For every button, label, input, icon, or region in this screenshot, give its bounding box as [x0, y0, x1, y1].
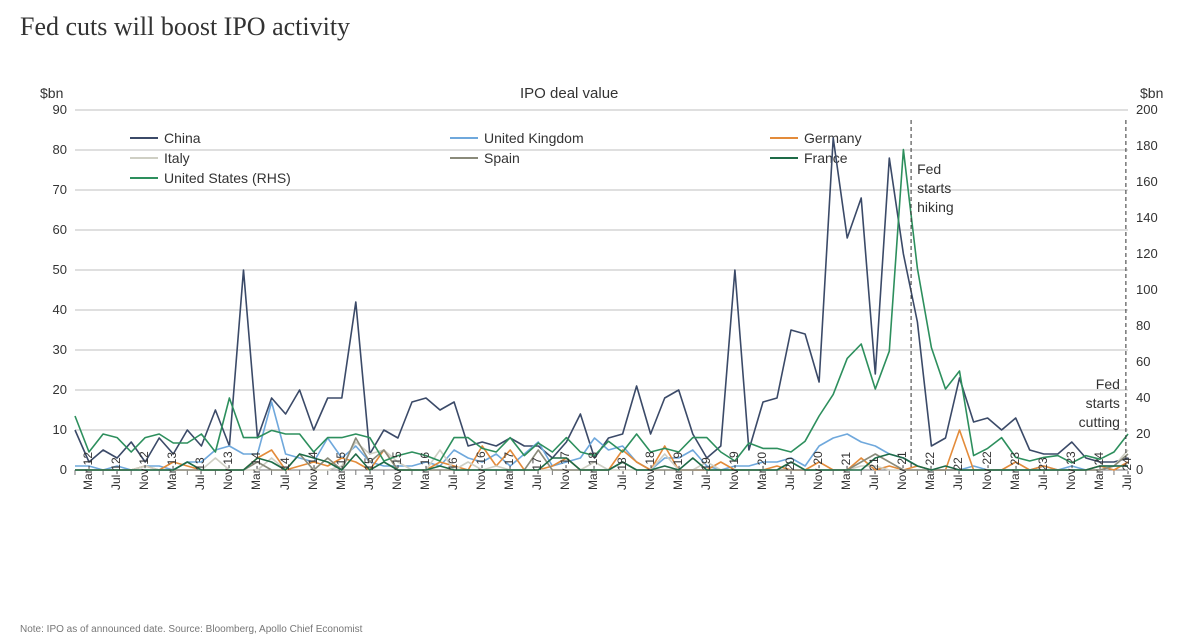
x-tick: Nov-16: [474, 480, 488, 490]
x-tick: Nov-22: [980, 480, 994, 490]
x-tick: Jul-15: [362, 480, 376, 490]
y-right-tick: 80: [1136, 318, 1150, 333]
x-tick: Mar-21: [839, 480, 853, 490]
x-tick: Jul-23: [1036, 480, 1050, 490]
series-china: [75, 138, 1128, 462]
y-left-tick: 60: [20, 222, 67, 237]
chart-plot: [20, 70, 1183, 590]
x-tick: Jul-17: [530, 480, 544, 490]
x-tick: Nov-18: [643, 480, 657, 490]
x-tick: Mar-18: [586, 480, 600, 490]
x-tick: Jul-24: [1120, 480, 1134, 490]
page-root: Fed cuts will boost IPO activity $bn IPO…: [0, 0, 1203, 641]
x-tick: Jul-13: [193, 480, 207, 490]
x-tick: Jul-22: [951, 480, 965, 490]
y-right-tick: 20: [1136, 426, 1150, 441]
x-tick: Jul-14: [278, 480, 292, 490]
x-tick: Mar-14: [249, 480, 263, 490]
x-tick: Mar-15: [334, 480, 348, 490]
y-left-tick: 90: [20, 102, 67, 117]
x-tick: Jul-16: [446, 480, 460, 490]
y-left-tick: 70: [20, 182, 67, 197]
annotation-text: Fedstartscutting: [1079, 375, 1120, 432]
x-tick: Jul-18: [615, 480, 629, 490]
chart-title: Fed cuts will boost IPO activity: [20, 12, 1183, 42]
x-tick: Nov-13: [221, 480, 235, 490]
y-left-tick: 80: [20, 142, 67, 157]
x-tick: Nov-12: [137, 480, 151, 490]
x-tick: Nov-14: [306, 480, 320, 490]
x-tick: Jul-12: [109, 480, 123, 490]
x-tick: Mar-12: [81, 480, 95, 490]
x-tick: Jul-21: [867, 480, 881, 490]
y-left-tick: 50: [20, 262, 67, 277]
y-right-tick: 200: [1136, 102, 1158, 117]
x-tick: Mar-17: [502, 480, 516, 490]
y-left-tick: 10: [20, 422, 67, 437]
y-left-tick: 0: [20, 462, 67, 477]
x-tick: Nov-17: [558, 480, 572, 490]
y-left-tick: 40: [20, 302, 67, 317]
x-tick: Nov-23: [1064, 480, 1078, 490]
annotation-text: Fedstartshiking: [917, 160, 954, 217]
x-tick: Jul-20: [783, 480, 797, 490]
x-tick: Mar-19: [671, 480, 685, 490]
x-tick: Mar-13: [165, 480, 179, 490]
x-tick: Jul-19: [699, 480, 713, 490]
x-tick: Mar-20: [755, 480, 769, 490]
y-right-tick: 40: [1136, 390, 1150, 405]
x-tick: Mar-22: [923, 480, 937, 490]
y-right-tick: 100: [1136, 282, 1158, 297]
x-tick: Mar-24: [1092, 480, 1106, 490]
chart-container: $bn IPO deal value $bn ChinaUnited Kingd…: [20, 70, 1183, 590]
x-tick: Mar-23: [1008, 480, 1022, 490]
x-tick: Mar-16: [418, 480, 432, 490]
y-left-tick: 30: [20, 342, 67, 357]
x-tick: Nov-15: [390, 480, 404, 490]
y-right-tick: 160: [1136, 174, 1158, 189]
x-tick: Nov-19: [727, 480, 741, 490]
series-united-states-rhs-: [75, 150, 1128, 463]
y-right-tick: 60: [1136, 354, 1150, 369]
y-right-tick: 0: [1136, 462, 1143, 477]
y-right-tick: 120: [1136, 246, 1158, 261]
footnote-text: Note: IPO as of announced date. Source: …: [20, 624, 362, 635]
y-left-tick: 20: [20, 382, 67, 397]
y-right-tick: 180: [1136, 138, 1158, 153]
y-right-tick: 140: [1136, 210, 1158, 225]
x-tick: Nov-21: [895, 480, 909, 490]
x-tick: Nov-20: [811, 480, 825, 490]
